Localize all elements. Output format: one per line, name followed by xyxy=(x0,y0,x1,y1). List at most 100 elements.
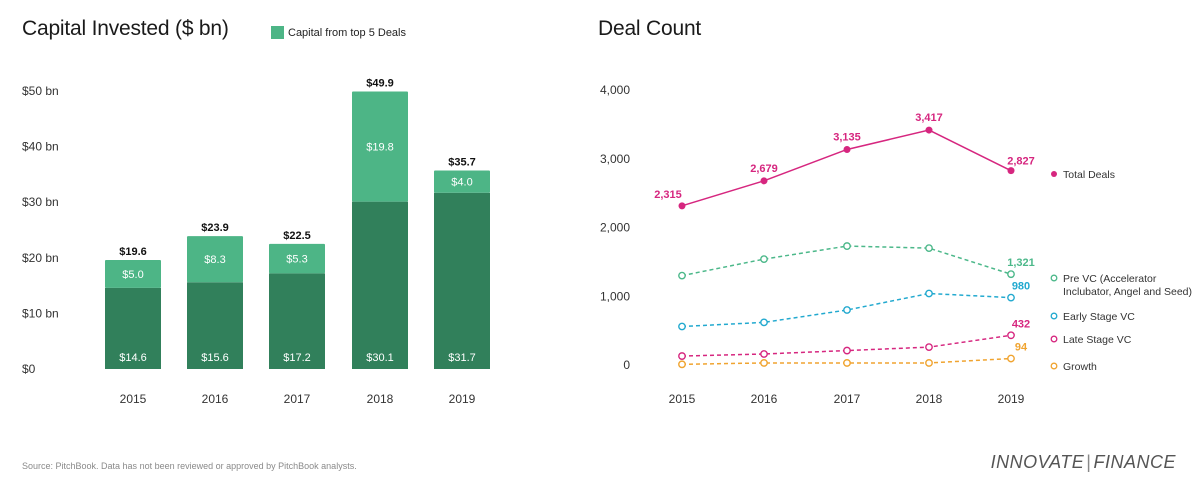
y-tick-label: 2,000 xyxy=(600,221,630,235)
bar-base-label: $15.6 xyxy=(201,352,229,364)
bar-total-label: $22.5 xyxy=(283,230,311,242)
legend-label: Pre VC (Accelerator xyxy=(1063,273,1157,285)
x-tick-label: 2016 xyxy=(202,392,229,406)
bar-base-label: $30.1 xyxy=(366,352,394,364)
bar-total-label: $35.7 xyxy=(448,157,476,169)
data-point xyxy=(760,359,768,367)
legend-marker xyxy=(1050,274,1058,282)
x-tick-label: 2017 xyxy=(284,392,311,406)
data-point xyxy=(843,306,851,314)
legend-marker xyxy=(1050,335,1058,343)
y-tick-label: 0 xyxy=(623,358,630,372)
data-point xyxy=(760,255,768,264)
data-point xyxy=(678,360,686,369)
legend-label: Inclubator, Angel and Seed) xyxy=(1063,286,1192,298)
bar-top5 xyxy=(434,170,490,193)
x-tick-label: 2018 xyxy=(367,392,394,406)
data-point xyxy=(1007,167,1015,175)
data-label: 3,417 xyxy=(915,112,943,124)
data-label: 1,321 xyxy=(1007,257,1035,269)
top5-legend-label: Capital from top 5 Deals xyxy=(288,26,406,39)
bar-top5-label: $19.8 xyxy=(366,142,394,154)
data-point xyxy=(1007,331,1015,340)
x-tick-label: 2015 xyxy=(669,392,696,406)
x-tick-label: 2017 xyxy=(834,392,861,406)
data-point xyxy=(760,318,768,327)
data-label: 2,679 xyxy=(750,163,778,175)
data-point xyxy=(843,242,851,250)
legend-label: Early Stage VC xyxy=(1063,311,1135,323)
data-label: 2,315 xyxy=(654,189,682,201)
bar-base xyxy=(187,282,243,369)
brand-left: INNOVATE xyxy=(990,452,1085,472)
y-tick-label: $50 bn xyxy=(22,84,59,98)
bar-top5-label: $5.3 xyxy=(286,254,307,266)
series-line xyxy=(681,334,1012,357)
bar-top5 xyxy=(105,260,161,288)
bar-base-label: $17.2 xyxy=(283,352,311,364)
bar-total-label: $19.6 xyxy=(119,246,147,258)
legend-label: Total Deals xyxy=(1063,169,1115,181)
legend-label: Late Stage VC xyxy=(1063,334,1132,346)
series-line xyxy=(681,357,1012,366)
brand-right: FINANCE xyxy=(1093,452,1176,472)
y-tick-label: $20 bn xyxy=(22,251,59,265)
x-tick-label: 2019 xyxy=(998,392,1025,406)
data-point xyxy=(1007,354,1015,363)
data-label: 3,135 xyxy=(833,131,861,143)
data-point xyxy=(1007,270,1015,279)
top5-legend-swatch xyxy=(271,26,284,39)
deal-count-title: Deal Count xyxy=(598,17,702,40)
data-point xyxy=(678,202,686,210)
data-point xyxy=(1007,293,1015,302)
data-label: 2,827 xyxy=(1007,156,1035,168)
x-tick-label: 2019 xyxy=(449,392,476,406)
y-tick-label: $10 bn xyxy=(22,306,59,320)
brand-separator: | xyxy=(1086,452,1092,472)
bar-top5-label: $5.0 xyxy=(122,269,143,281)
bar-top5 xyxy=(269,243,325,274)
series-line xyxy=(681,245,1012,277)
data-point xyxy=(843,346,851,355)
data-label: 94 xyxy=(1015,342,1028,354)
data-label: 980 xyxy=(1012,281,1030,293)
bar-total-label: $23.9 xyxy=(201,222,229,234)
data-point xyxy=(760,177,768,185)
x-tick-label: 2015 xyxy=(120,392,147,406)
source-note: Source: PitchBook. Data has not been rev… xyxy=(22,461,357,471)
y-tick-label: 3,000 xyxy=(600,152,630,166)
data-point xyxy=(843,359,851,367)
bar-top5 xyxy=(187,236,243,283)
x-tick-label: 2016 xyxy=(751,392,778,406)
y-tick-label: $40 bn xyxy=(22,140,59,154)
legend-marker xyxy=(1050,312,1058,320)
y-tick-label: $30 bn xyxy=(22,195,59,209)
data-point xyxy=(678,352,686,360)
y-tick-label: 4,000 xyxy=(600,83,630,97)
legend-marker xyxy=(1050,362,1058,370)
top5-legend: Capital from top 5 Deals xyxy=(271,26,406,39)
data-point xyxy=(843,145,851,153)
data-label: 432 xyxy=(1012,318,1030,330)
bar-top5 xyxy=(352,91,408,202)
data-point xyxy=(925,244,933,253)
data-point xyxy=(678,271,686,280)
bar-base-label: $14.6 xyxy=(119,352,147,364)
bar-base-label: $31.7 xyxy=(448,352,476,364)
y-tick-label: 1,000 xyxy=(600,289,630,303)
bar-total-label: $49.9 xyxy=(366,78,394,90)
bar-top5-label: $4.0 xyxy=(451,177,472,189)
data-point xyxy=(678,322,686,331)
data-point xyxy=(925,126,933,134)
capital-invested-title: Capital Invested ($ bn) xyxy=(22,17,229,40)
bar-base xyxy=(269,273,325,369)
data-point xyxy=(925,359,933,367)
data-point xyxy=(925,289,933,298)
legend-marker xyxy=(1051,171,1057,177)
bar-base xyxy=(105,287,161,369)
innovate-finance-logo: INNOVATE | FINANCE xyxy=(991,452,1176,473)
y-tick-label: $0 xyxy=(22,362,36,376)
bar-top5-label: $8.3 xyxy=(204,254,225,266)
